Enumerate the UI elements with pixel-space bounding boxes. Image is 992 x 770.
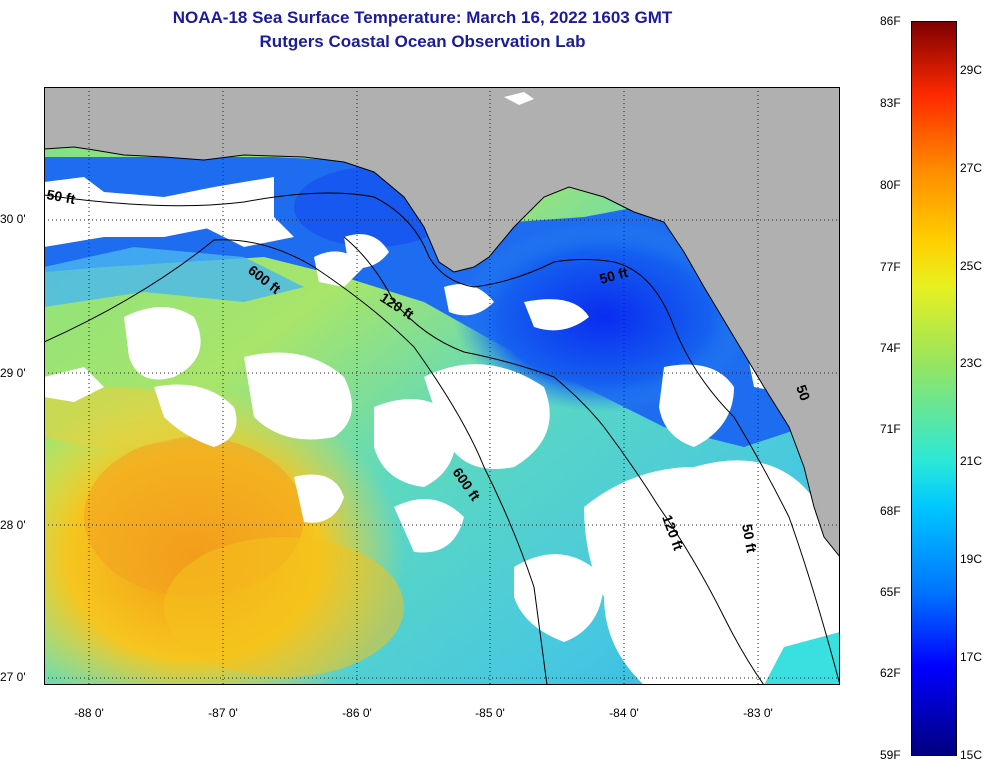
contour-50ft: [44, 192, 840, 685]
colorbar-c-27: 27C: [960, 161, 983, 175]
colorbar-f-65: 65F: [880, 585, 901, 599]
colorbar-c-15: 15C: [960, 748, 983, 762]
colorbar-f-74: 74F: [880, 341, 901, 355]
temperature-colorbar: [911, 21, 957, 756]
lon-label-83: -83 0': [743, 706, 773, 720]
warm-band: [164, 537, 404, 677]
map-subtitle: Rutgers Coastal Ocean Observation Lab: [259, 32, 586, 51]
colorbar-c-19: 19C: [960, 552, 983, 566]
contour-120ft: [343, 236, 765, 685]
colorbar-c-17: 17C: [960, 650, 983, 664]
colorbar-c-21: 21C: [960, 454, 983, 468]
lat-label-27: 27 0': [0, 670, 26, 684]
shelf-transition: [44, 247, 304, 307]
contour-label-50-edge: 50: [793, 383, 813, 403]
land-mass: [44, 87, 840, 557]
lon-label-87: -87 0': [208, 706, 238, 720]
colorbar-f-83: 83F: [880, 96, 901, 110]
colorbar-f-80: 80F: [880, 178, 901, 192]
contour-label-50ft-west: 50 ft: [45, 186, 76, 207]
colorbar-f-77: 77F: [880, 260, 901, 274]
colorbar-f-71: 71F: [880, 422, 901, 436]
lon-label-85: -85 0': [475, 706, 505, 720]
map-frame: [44, 87, 840, 685]
lon-label-84: -84 0': [609, 706, 639, 720]
lat-label-28: 28 0': [0, 518, 26, 532]
cold-core: [454, 222, 754, 412]
lake-okeechobee-like: [504, 92, 534, 105]
colorbar-f-86: 86F: [880, 14, 901, 28]
lon-label-88: -88 0': [74, 706, 104, 720]
colorbar-c-25: 25C: [960, 259, 983, 273]
colorbar-c-29: 29C: [960, 63, 983, 77]
map-title: NOAA-18 Sea Surface Temperature: March 1…: [172, 8, 673, 27]
lat-label-30: 30 0': [0, 212, 26, 226]
colorbar-f-62: 62F: [880, 666, 901, 680]
colorbar-f-68: 68F: [880, 504, 901, 518]
colorbar-c-23: 23C: [960, 356, 983, 370]
lat-label-29: 29 0': [0, 366, 26, 380]
bathymetry-contours: [44, 192, 840, 685]
sst-map: 50 ft 600 ft 120 ft 50 ft 600 ft 120 ft …: [44, 87, 840, 685]
lon-label-86: -86 0': [342, 706, 372, 720]
contour-label-50ft-south: 50 ft: [739, 523, 760, 554]
contour-label-50ft-east: 50 ft: [598, 264, 630, 287]
graticule: [44, 87, 840, 685]
colorbar-f-59: 59F: [880, 748, 901, 762]
sw-florida-water: [764, 632, 840, 685]
coastline: [44, 146, 840, 558]
cloud-mask: [44, 177, 840, 685]
contour-600ft: [44, 239, 548, 685]
